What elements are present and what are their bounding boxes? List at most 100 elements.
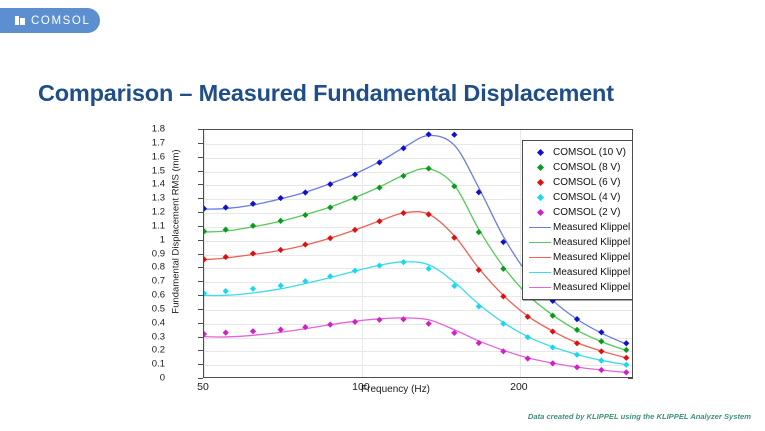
y-tick-mark	[198, 322, 203, 324]
line-icon	[529, 227, 551, 228]
data-point-marker	[249, 222, 257, 229]
legend-label: Measured Klippel (4 V)	[553, 267, 632, 278]
y-tick-label: 1.8	[151, 123, 165, 135]
legend-item[interactable]: Measured Klippel (10 V)	[527, 220, 632, 235]
data-point-marker	[351, 171, 359, 178]
y-tick-label: 1.2	[151, 206, 165, 218]
data-point-marker	[327, 204, 334, 211]
legend-item[interactable]: COMSOL (4 V)	[527, 190, 632, 205]
data-point-marker	[573, 316, 581, 323]
gridline-horizontal	[204, 213, 632, 214]
legend-label: COMSOL (4 V)	[553, 192, 621, 203]
data-point-marker	[222, 288, 229, 295]
y-tick-mark	[198, 364, 203, 366]
gridline-horizontal	[204, 226, 632, 228]
legend-item[interactable]: COMSOL (6 V)	[527, 175, 632, 190]
data-point-marker	[376, 262, 383, 269]
chart-line	[204, 317, 627, 374]
y-tick-label: 1.6	[151, 151, 165, 163]
legend-label: COMSOL (6 V)	[553, 177, 621, 188]
legend-item[interactable]: COMSOL (10 V)	[527, 145, 632, 160]
data-point-marker	[327, 235, 334, 242]
data-point-marker	[500, 265, 507, 272]
data-point-marker	[376, 159, 383, 166]
y-tick-label: 0.1	[151, 358, 165, 370]
legend-item[interactable]: Measured Klippel (4 V)	[527, 265, 632, 280]
line-icon	[529, 242, 551, 243]
data-point-marker	[249, 250, 257, 257]
data-point-marker	[524, 355, 531, 362]
y-tick-mark	[198, 336, 203, 338]
y-tick-mark	[198, 295, 203, 296]
gridline-horizontal	[204, 309, 632, 311]
data-point-marker	[475, 189, 482, 196]
y-tick-label: 0	[159, 372, 165, 384]
chart-legend: COMSOL (10 V) COMSOL (8 V) COMSOL (6 V) COM…	[522, 140, 632, 300]
legend-item[interactable]: Measured Klippel (8 V)	[527, 235, 632, 250]
y-tick-label: 0.4	[151, 317, 165, 329]
legend-item[interactable]: COMSOL (8 V)	[527, 160, 632, 175]
data-point-marker	[623, 354, 630, 361]
data-point-marker	[573, 326, 581, 333]
line-icon	[529, 287, 551, 288]
line-icon	[529, 272, 551, 273]
data-point-marker	[222, 204, 229, 211]
legend-label: Measured Klippel (10 V)	[553, 222, 632, 233]
y-tick-mark	[628, 378, 633, 379]
legend-item[interactable]: Measured Klippel (6 V)	[527, 250, 632, 265]
comsol-logo-icon	[15, 15, 26, 26]
gridline-horizontal	[204, 365, 632, 367]
legend-item[interactable]: Measured Klippel (2 V)	[527, 280, 632, 295]
diamond-icon	[536, 193, 544, 202]
data-point-marker	[451, 131, 458, 138]
legend-diamond-marker-icon	[527, 163, 553, 172]
x-tick-label: 50	[197, 381, 209, 393]
y-tick-label: 1.7	[151, 137, 165, 149]
data-point-marker	[204, 228, 208, 235]
data-point-marker	[400, 172, 407, 180]
gridline-horizontal	[204, 143, 632, 145]
y-tick-mark	[198, 170, 203, 172]
data-point-marker	[425, 211, 432, 218]
data-point-marker	[451, 282, 458, 290]
legend-label: COMSOL (8 V)	[553, 162, 621, 173]
data-point-marker	[524, 334, 531, 341]
y-tick-mark	[198, 129, 203, 130]
diamond-icon	[536, 148, 544, 157]
chart-line	[204, 134, 627, 345]
diamond-icon	[536, 178, 544, 187]
data-point-marker	[598, 348, 605, 355]
legend-label: Measured Klippel (8 V)	[553, 237, 632, 248]
gridline-horizontal	[204, 185, 632, 187]
x-tick-label: 100	[352, 381, 370, 393]
gridline-horizontal	[204, 240, 632, 242]
legend-label: COMSOL (10 V)	[553, 147, 626, 158]
data-point-marker	[549, 344, 556, 351]
y-tick-mark	[198, 253, 203, 255]
legend-diamond-marker-icon	[527, 148, 553, 157]
data-point-marker	[249, 200, 257, 207]
gridline-horizontal	[204, 296, 632, 297]
data-point-marker	[524, 313, 531, 320]
gridline-horizontal	[204, 199, 632, 201]
y-tick-label: 0.9	[151, 248, 165, 259]
legend-line-swatch-icon	[527, 242, 553, 243]
y-tick-label: 1.5	[151, 165, 165, 176]
data-point-marker	[573, 364, 581, 371]
y-tick-mark	[198, 281, 203, 283]
legend-diamond-marker-icon	[527, 178, 553, 187]
legend-label: Measured Klippel (6 V)	[553, 252, 632, 263]
data-point-marker	[302, 324, 309, 331]
y-tick-label: 1.1	[151, 220, 165, 232]
data-point-marker	[400, 209, 407, 217]
y-tick-label: 1.4	[151, 178, 165, 190]
legend-line-swatch-icon	[527, 272, 553, 273]
data-point-marker	[500, 293, 507, 300]
data-point-marker	[451, 329, 458, 337]
y-tick-mark	[198, 350, 203, 352]
data-point-marker	[204, 330, 208, 338]
y-tick-label: 0.6	[151, 289, 165, 301]
legend-item[interactable]: COMSOL (2 V)	[527, 205, 632, 220]
data-point-marker	[623, 369, 630, 376]
y-tick-mark	[198, 267, 203, 269]
